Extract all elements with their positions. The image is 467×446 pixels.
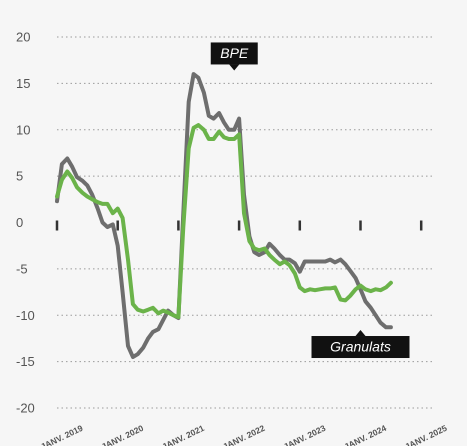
- annotation-pointer: [355, 330, 366, 337]
- annotation-box: [311, 336, 410, 359]
- y-tick-label: -15: [16, 354, 35, 369]
- series-line-granulats: [55, 123, 393, 320]
- x-tick-label: JANV. 2024: [343, 423, 389, 446]
- x-tick-label: JANV. 2020: [100, 423, 146, 446]
- y-tick-label: 0: [16, 215, 23, 230]
- y-tick-label: 10: [16, 122, 30, 137]
- annotation-callout: BPE: [210, 42, 258, 71]
- x-axis-ticks: JANV. 2019 JANV. 2020 JANV. 2021 JANV. 2022…: [39, 220, 449, 446]
- annotations: BPE Granulats: [210, 42, 410, 359]
- y-axis-ticks: 20 15 10 5 0 -5 -10 -15 -20: [16, 30, 35, 416]
- y-tick-label: -5: [16, 261, 28, 276]
- y-tick-label: 20: [16, 30, 30, 45]
- x-tick-label: JANV. 2021: [160, 423, 206, 446]
- annotation-pointer: [229, 64, 240, 71]
- y-tick-label: -20: [16, 401, 35, 416]
- y-tick-label: 15: [16, 76, 30, 91]
- annotation-label: Granulats: [330, 339, 391, 355]
- y-tick-label: 5: [16, 169, 23, 184]
- annotation-callout: Granulats: [311, 330, 410, 359]
- x-tick-label: JANV. 2022: [221, 423, 267, 446]
- y-tick-label: -10: [16, 308, 35, 323]
- series-lines: [55, 72, 393, 359]
- x-tick-label: JANV. 2023: [282, 423, 328, 446]
- annotation-box: [210, 42, 258, 65]
- x-tick-label: JANV. 2025: [403, 423, 449, 446]
- x-tick-label: JANV. 2019: [39, 423, 85, 446]
- annotation-label: BPE: [220, 45, 249, 61]
- series-line-bpe: [55, 72, 393, 359]
